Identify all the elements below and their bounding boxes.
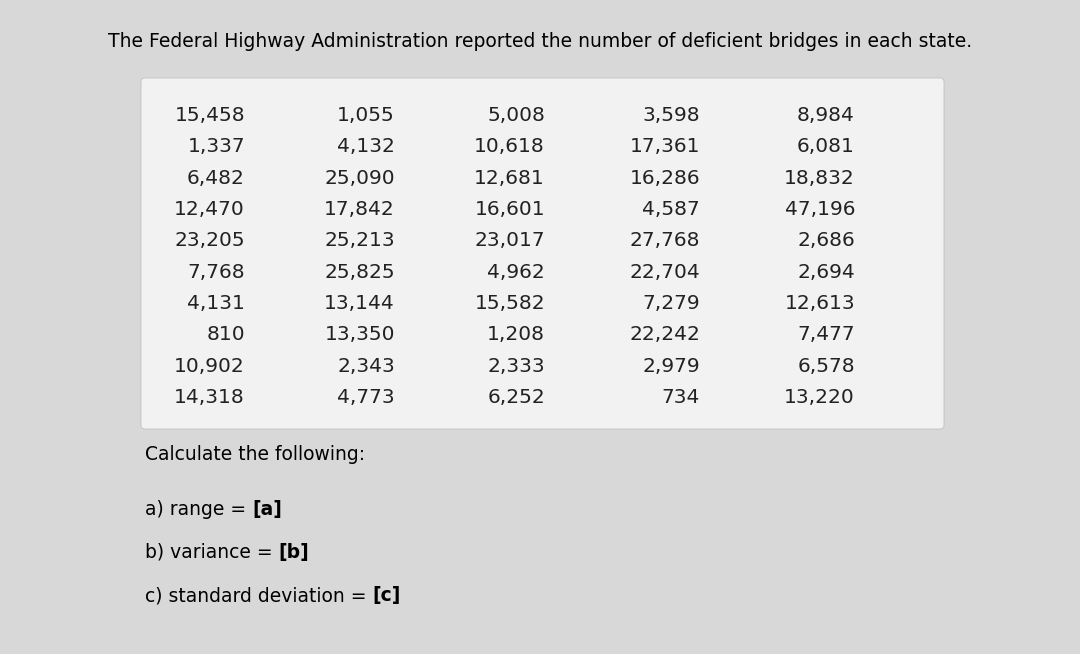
Text: 22,242: 22,242 [630, 325, 700, 344]
Text: Calculate the following:: Calculate the following: [145, 445, 365, 464]
Text: 15,458: 15,458 [174, 106, 245, 125]
Text: 12,613: 12,613 [784, 294, 855, 313]
Text: 25,213: 25,213 [324, 232, 395, 250]
Text: 47,196: 47,196 [784, 200, 855, 219]
Text: 2,979: 2,979 [643, 356, 700, 375]
Text: 8,984: 8,984 [797, 106, 855, 125]
Text: 18,832: 18,832 [784, 169, 855, 188]
Text: 6,081: 6,081 [797, 137, 855, 156]
Text: 6,578: 6,578 [797, 356, 855, 375]
Text: 4,132: 4,132 [337, 137, 395, 156]
Text: a) range =: a) range = [145, 500, 252, 519]
Text: 734: 734 [662, 388, 700, 407]
Text: 4,587: 4,587 [643, 200, 700, 219]
Text: 2,343: 2,343 [337, 356, 395, 375]
Text: 13,220: 13,220 [784, 388, 855, 407]
Text: 25,090: 25,090 [324, 169, 395, 188]
Text: 23,205: 23,205 [174, 232, 245, 250]
Text: 810: 810 [206, 325, 245, 344]
Text: 5,008: 5,008 [487, 106, 545, 125]
Text: 13,144: 13,144 [324, 294, 395, 313]
Text: 7,477: 7,477 [797, 325, 855, 344]
Text: 1,055: 1,055 [337, 106, 395, 125]
Text: 4,131: 4,131 [187, 294, 245, 313]
Text: 23,017: 23,017 [474, 232, 545, 250]
Text: 7,279: 7,279 [643, 294, 700, 313]
Text: 25,825: 25,825 [324, 263, 395, 282]
Text: b) variance =: b) variance = [145, 543, 279, 562]
Text: 1,337: 1,337 [187, 137, 245, 156]
Text: 10,902: 10,902 [174, 356, 245, 375]
Text: 4,773: 4,773 [337, 388, 395, 407]
Text: 1,208: 1,208 [487, 325, 545, 344]
Text: 4,962: 4,962 [487, 263, 545, 282]
Text: 16,601: 16,601 [474, 200, 545, 219]
Text: 6,252: 6,252 [487, 388, 545, 407]
Text: 10,618: 10,618 [474, 137, 545, 156]
Text: 14,318: 14,318 [174, 388, 245, 407]
FancyBboxPatch shape [141, 78, 944, 429]
Text: The Federal Highway Administration reported the number of deficient bridges in e: The Federal Highway Administration repor… [108, 32, 972, 51]
Text: 12,470: 12,470 [174, 200, 245, 219]
Text: 3,598: 3,598 [643, 106, 700, 125]
Text: [c]: [c] [373, 586, 401, 605]
Text: 2,694: 2,694 [797, 263, 855, 282]
Text: 2,333: 2,333 [487, 356, 545, 375]
Text: [b]: [b] [279, 543, 309, 562]
Text: 7,768: 7,768 [187, 263, 245, 282]
Text: [a]: [a] [252, 500, 282, 519]
Text: 2,686: 2,686 [797, 232, 855, 250]
Text: 15,582: 15,582 [474, 294, 545, 313]
Text: 22,704: 22,704 [630, 263, 700, 282]
Text: 27,768: 27,768 [630, 232, 700, 250]
Text: 6,482: 6,482 [187, 169, 245, 188]
Text: 17,361: 17,361 [630, 137, 700, 156]
Text: 16,286: 16,286 [630, 169, 700, 188]
Text: 13,350: 13,350 [324, 325, 395, 344]
Text: c) standard deviation =: c) standard deviation = [145, 586, 373, 605]
Text: 12,681: 12,681 [474, 169, 545, 188]
Text: 17,842: 17,842 [324, 200, 395, 219]
